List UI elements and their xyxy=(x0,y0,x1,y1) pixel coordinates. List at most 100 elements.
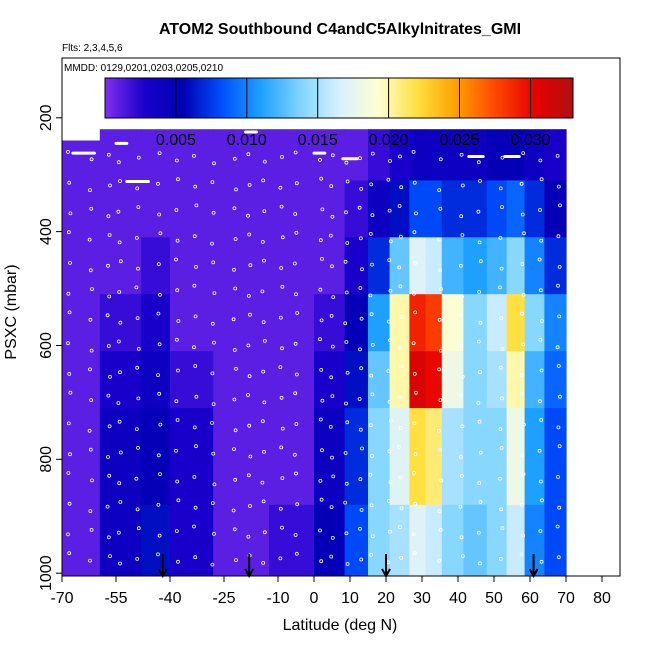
colorbar-segment xyxy=(219,78,222,118)
colorbar-segment xyxy=(393,78,396,118)
sample-point xyxy=(192,234,197,239)
colorbar-segment xyxy=(475,78,478,118)
sample-point xyxy=(329,505,334,510)
sample-point xyxy=(557,314,562,319)
sample-point xyxy=(248,504,252,508)
sample-point xyxy=(519,373,524,378)
x-tick-label: 60 xyxy=(521,590,539,607)
sample-point xyxy=(319,367,324,372)
colorbar-segment xyxy=(517,78,520,118)
sample-point xyxy=(293,212,298,216)
sample-point xyxy=(294,471,298,476)
heatmap-cell xyxy=(389,294,410,352)
colorbar-segment xyxy=(227,78,230,118)
sample-point xyxy=(330,394,335,399)
sample-point xyxy=(318,287,323,292)
sample-point xyxy=(370,453,374,458)
heatmap-cell xyxy=(524,180,545,238)
heatmap-cell xyxy=(344,129,369,181)
colorbar-segment xyxy=(115,78,118,118)
colorbar-segment xyxy=(323,78,326,118)
sample-point xyxy=(399,364,404,369)
sample-point xyxy=(476,401,481,405)
sample-point xyxy=(135,365,140,370)
sample-point xyxy=(233,428,238,433)
sample-point xyxy=(157,342,162,347)
sample-point xyxy=(231,317,236,322)
colorbar-segment xyxy=(239,78,242,118)
sample-point xyxy=(460,473,464,478)
sample-point xyxy=(292,261,297,266)
colorbar-segment xyxy=(565,78,568,118)
sample-point xyxy=(234,558,238,562)
sample-point xyxy=(262,209,267,214)
sample-point xyxy=(88,447,93,452)
sample-point xyxy=(499,445,504,450)
sample-point xyxy=(118,179,122,183)
colorbar-segment xyxy=(257,78,260,118)
sample-point xyxy=(320,448,324,453)
sample-point xyxy=(105,504,110,509)
heatmap-cell xyxy=(409,408,427,506)
colorbar-segment xyxy=(507,78,510,118)
sample-point xyxy=(388,418,393,423)
sample-point xyxy=(136,526,141,531)
sample-point xyxy=(106,535,111,540)
colorbar-segment xyxy=(155,78,158,118)
sample-point xyxy=(478,500,483,504)
sample-point xyxy=(90,478,94,483)
colorbar-segment xyxy=(181,78,184,118)
sample-point xyxy=(437,558,442,563)
colorbar-segment xyxy=(557,78,560,118)
colorbar-segment xyxy=(277,78,280,118)
heatmap-cell xyxy=(170,237,214,295)
sample-point xyxy=(358,286,363,290)
colorbar-segment xyxy=(487,78,490,118)
x-tick-label: 50 xyxy=(485,590,503,607)
heatmap-cell xyxy=(269,180,315,238)
heatmap-cell xyxy=(170,351,214,409)
sample-point xyxy=(413,310,418,315)
heatmap-cell xyxy=(213,408,270,506)
colorbar-segment xyxy=(403,78,406,118)
colorbar-segment xyxy=(209,78,212,118)
sample-point xyxy=(210,371,215,376)
sample-point xyxy=(368,293,373,298)
sample-point xyxy=(157,391,162,396)
colorbar-segment xyxy=(193,78,196,118)
colorbar-segment xyxy=(495,78,498,118)
sample-point xyxy=(318,417,323,422)
sample-point xyxy=(540,319,544,323)
heatmap-cell xyxy=(506,237,526,295)
colorbar-segment xyxy=(539,78,542,118)
sample-point xyxy=(477,240,482,245)
sample-point xyxy=(105,313,110,318)
sample-point xyxy=(231,508,236,513)
heatmap-cell xyxy=(425,294,443,352)
colorbar-segment xyxy=(187,78,190,118)
sample-point xyxy=(88,558,92,563)
y-tick-label: 1000 xyxy=(38,555,55,591)
sample-point xyxy=(437,509,442,514)
heatmap-cell xyxy=(213,504,270,576)
colorbar-segment xyxy=(299,78,302,118)
heatmap-cell xyxy=(368,129,391,181)
sample-point xyxy=(134,235,139,240)
colorbar-segment xyxy=(367,78,370,118)
heatmap-cell xyxy=(441,351,464,409)
sample-point xyxy=(174,529,179,533)
heatmap-cell xyxy=(441,504,464,576)
heatmap-cell xyxy=(463,351,488,409)
sample-point xyxy=(538,158,543,163)
sample-point xyxy=(460,233,465,237)
heatmap-cell xyxy=(62,140,101,181)
sample-point xyxy=(478,320,483,325)
sample-point xyxy=(280,476,285,481)
sample-point xyxy=(519,181,524,186)
heatmap-cell xyxy=(62,504,101,576)
sample-point xyxy=(106,344,111,348)
sample-point xyxy=(436,237,441,242)
sample-point xyxy=(458,455,463,459)
sample-point xyxy=(136,266,140,271)
sample-point xyxy=(174,399,179,404)
